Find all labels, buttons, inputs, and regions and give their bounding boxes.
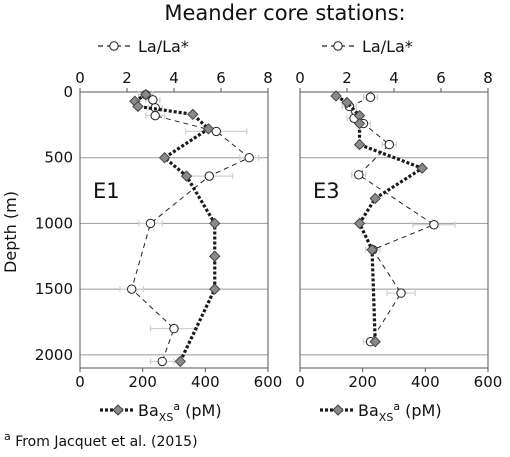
legend-label-ba-main: Ba (358, 401, 379, 420)
point-ba (366, 244, 378, 256)
point-ba (353, 138, 366, 151)
bottom-axis-tick-label: 600 (254, 373, 283, 391)
chart-title: Meander core stations: (164, 1, 405, 25)
bottom-axis-tick-label: 0 (75, 373, 85, 391)
point-la (169, 323, 179, 334)
top-axis-tick-label: 6 (216, 69, 226, 87)
legend-marker-ba (112, 404, 124, 416)
point-ba (369, 336, 381, 348)
bottom-axis-tick-label: 200 (348, 373, 377, 391)
panel-label: E1 (93, 179, 120, 203)
legend-bottom: BaXSa (pM) BaXSa (pM) (100, 400, 442, 424)
y-axis-label: Depth (m) (1, 191, 20, 273)
point-la (365, 92, 376, 102)
series-line-ba (335, 94, 426, 342)
point-la (127, 284, 137, 294)
point-ba (187, 108, 199, 121)
top-axis-tick-label: 8 (483, 69, 493, 87)
y-axis-tick-label: 2000 (35, 346, 73, 364)
legend-marker-la (109, 41, 119, 51)
bottom-axis-tick-label: 400 (191, 373, 220, 391)
footnote-sup: a (4, 430, 11, 443)
y-axis-tick-label: 500 (44, 149, 73, 167)
point-ba (353, 117, 366, 130)
legend-label-ba-sub: XS (159, 411, 174, 424)
point-la (429, 220, 439, 230)
bottom-axis-tick-label: 200 (128, 373, 157, 391)
bottom-axis-tick-label: 0 (295, 373, 305, 391)
top-axis-tick-label: 8 (263, 69, 273, 87)
series-line-la (348, 96, 436, 342)
panel-e3: 0 2 4 6 8 0 200 400 600 E3 (295, 69, 502, 391)
bottom-axis-tick-label: 600 (474, 373, 503, 391)
point-ba (209, 250, 221, 262)
top-axis-tick-label: 4 (169, 69, 179, 87)
point-ba (330, 90, 342, 102)
legend-label-la: La/La* (362, 37, 413, 56)
legend-label-ba: BaXSa (pM) (138, 400, 222, 424)
point-la (150, 110, 160, 121)
point-la (396, 288, 406, 298)
y-axis-tick-label: 1500 (35, 280, 73, 298)
point-la (148, 95, 158, 105)
point-ba (341, 96, 353, 109)
legend-marker-ba (332, 404, 344, 416)
bottom-axis-tick-label: 400 (411, 373, 440, 391)
point-ba (209, 217, 221, 230)
point-ba (416, 162, 428, 174)
legend-marker-la (333, 41, 343, 51)
point-la (244, 153, 254, 163)
point-la (384, 139, 394, 150)
top-axis-tick-label: 2 (122, 69, 132, 87)
point-ba (202, 123, 215, 135)
y-axis-tick-label: 0 (63, 83, 73, 101)
legend-label-ba-sub: XS (379, 411, 394, 424)
top-axis-tick-label: 2 (342, 69, 352, 87)
point-ba (353, 217, 366, 230)
point-ba (140, 88, 152, 101)
footnote-text: From Jacquet et al. (2015) (11, 434, 198, 450)
legend-label-ba-sup: a (173, 400, 180, 413)
legend-label-la: La/La* (138, 37, 189, 56)
point-la (157, 356, 167, 367)
point-ba (158, 152, 171, 164)
point-la (204, 171, 214, 181)
point-la (145, 218, 156, 229)
legend-label-ba-tail: (pM) (400, 401, 442, 420)
point-ba (174, 355, 186, 368)
top-axis-tick-label: 0 (295, 69, 305, 87)
legend-label-ba-main: Ba (138, 401, 159, 420)
top-axis-tick-label: 4 (389, 69, 399, 87)
legend-label-ba: BaXSa (pM) (358, 400, 442, 424)
point-la (211, 126, 222, 137)
top-axis-tick-label: 0 (75, 69, 85, 87)
legend-top: La/La* La/La* (98, 37, 413, 56)
point-ba (180, 170, 193, 182)
top-axis-tick-label: 6 (436, 69, 446, 87)
legend-label-ba-sup: a (393, 400, 400, 413)
point-ba (209, 283, 221, 295)
point-ba (369, 192, 381, 205)
y-axis-tick-label: 1000 (35, 214, 73, 232)
footnote: a From Jacquet et al. (2015) (4, 430, 198, 450)
panel-label: E3 (313, 179, 340, 203)
panel-e1: 0 2 4 6 8 0 200 400 600 0 500 1000 1500 2000 E1 (35, 69, 283, 391)
point-la (354, 170, 364, 180)
plot-frame (299, 91, 489, 369)
legend-label-ba-tail: (pM) (180, 401, 222, 420)
series-line-la (131, 94, 251, 362)
point-ba (132, 100, 144, 113)
series-line-ba (132, 93, 217, 363)
